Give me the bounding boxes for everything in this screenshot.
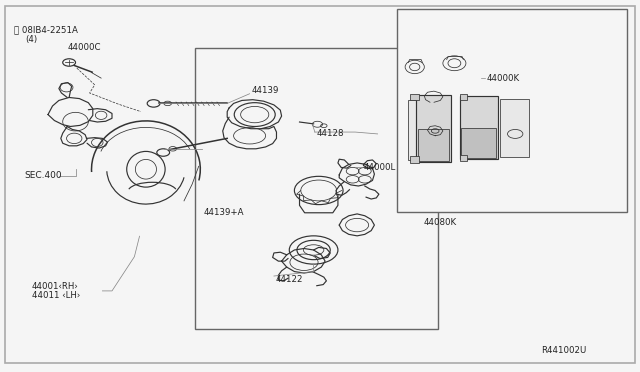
Text: 44011 ‹LH›: 44011 ‹LH›: [32, 291, 80, 300]
Bar: [416, 95, 451, 162]
Bar: [460, 155, 467, 161]
Bar: [410, 94, 419, 100]
Bar: [195, 48, 438, 329]
Text: Ⓑ 08IB4-2251A: Ⓑ 08IB4-2251A: [14, 25, 78, 34]
Bar: [397, 9, 627, 212]
Text: 44000C: 44000C: [67, 43, 100, 52]
Text: 44001‹RH›: 44001‹RH›: [32, 282, 79, 291]
Text: 44000L: 44000L: [364, 163, 396, 172]
Bar: [460, 96, 498, 159]
Bar: [500, 99, 529, 157]
Text: R441002U: R441002U: [541, 346, 586, 355]
Bar: [461, 128, 496, 158]
Text: 44128: 44128: [316, 129, 344, 138]
Text: 44122: 44122: [275, 275, 303, 284]
Text: 44139: 44139: [252, 86, 279, 95]
Text: (4): (4): [26, 35, 38, 44]
Bar: [410, 156, 419, 163]
Bar: [460, 94, 467, 100]
Bar: [408, 100, 439, 160]
Bar: [418, 129, 449, 161]
Text: 44080K: 44080K: [424, 218, 457, 227]
Text: 44000K: 44000K: [486, 74, 520, 83]
Text: 44139+A: 44139+A: [204, 208, 244, 217]
Text: SEC.400: SEC.400: [24, 171, 62, 180]
